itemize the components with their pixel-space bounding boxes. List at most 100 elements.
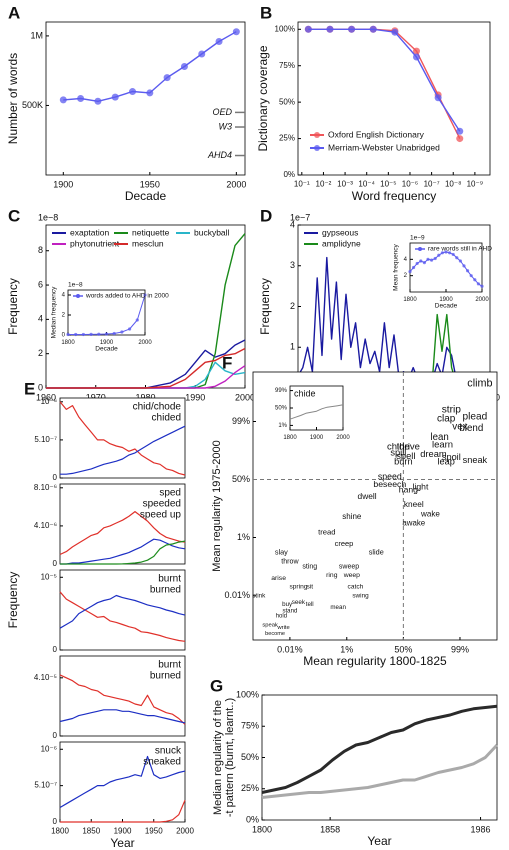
series-line <box>308 28 461 132</box>
x-tick-label: 10⁻¹ <box>294 179 310 188</box>
data-point <box>66 332 70 337</box>
word-point: become <box>265 631 285 637</box>
y-tick-label: 99% <box>232 416 250 426</box>
y-exponent: 1e−8 <box>38 212 58 222</box>
y-tick-label: 2 <box>290 301 295 311</box>
inset-exponent: 1e−8 <box>68 282 83 289</box>
legend-label: snuck <box>155 746 182 757</box>
data-point <box>104 332 109 336</box>
y-tick-label: 1% <box>237 532 250 542</box>
word-point: slide <box>369 548 384 557</box>
word-point: mean <box>330 604 346 611</box>
word-point: burn <box>394 456 412 466</box>
y-tick-label: 5.10⁻⁷ <box>34 781 57 790</box>
y-tick-label: 1 <box>290 342 295 352</box>
y-exponent: 1e−7 <box>290 212 310 222</box>
data-point <box>89 332 93 336</box>
legend-label: sneaked <box>143 757 181 768</box>
x-tick-label: 10⁻⁴ <box>358 179 375 188</box>
data-point <box>433 256 437 261</box>
y-tick-label: 0 <box>53 473 58 482</box>
word-point: weep <box>343 572 360 579</box>
word-point: swing <box>352 592 369 599</box>
x-tick-label: 2000 <box>226 179 246 189</box>
word-point: speak <box>262 622 278 628</box>
word-point: slay <box>275 548 288 557</box>
word-point: climb <box>467 377 492 389</box>
series-line <box>261 704 498 794</box>
data-point <box>415 261 419 266</box>
y-axis-title: -t pattern (burnt, learnt..) <box>224 698 236 817</box>
plot-frame <box>261 694 498 821</box>
legend-label: Oxford English Dictionary <box>328 129 425 139</box>
x-tick-label: 1950 <box>145 826 163 835</box>
data-point <box>412 265 416 270</box>
y-tick-label: 0 <box>53 731 58 740</box>
data-point <box>120 330 124 334</box>
data-point <box>422 261 426 265</box>
legend-label: gypseous <box>322 227 358 237</box>
data-point <box>408 269 412 274</box>
legend-marker <box>314 145 320 151</box>
x-tick-label: 0.01% <box>277 644 303 654</box>
y-tick-label: 50% <box>232 474 250 484</box>
panel-label: F <box>222 353 232 372</box>
word-point: sweep <box>339 564 359 571</box>
series-line <box>60 538 186 565</box>
x-tick-label: 2000 <box>336 435 350 441</box>
legend-label: burnt <box>158 574 181 585</box>
data-point <box>326 25 334 33</box>
word-point: vex <box>452 421 467 432</box>
series-line <box>59 709 186 724</box>
y-tick-label: 0 <box>38 382 43 392</box>
y-tick-label: 4 <box>290 219 295 229</box>
word-point: throw <box>281 557 299 565</box>
x-tick-label: 1800 <box>403 297 417 303</box>
y-tick-label: 0% <box>283 170 295 179</box>
word-point: awake <box>402 518 425 527</box>
y-tick-label: 50% <box>279 97 295 106</box>
data-point <box>369 25 377 33</box>
data-point <box>476 282 480 286</box>
word-point: spill <box>390 448 406 458</box>
y-tick-label: 2 <box>404 273 408 279</box>
word-point: seek <box>292 599 306 606</box>
data-point <box>462 264 466 268</box>
word-point: sit <box>306 584 313 591</box>
legend-label: mesclun <box>132 238 164 248</box>
data-point <box>112 331 116 336</box>
data-point <box>458 259 462 263</box>
data-point <box>77 95 85 102</box>
annotation: AHD4 <box>207 150 232 160</box>
data-point <box>146 89 154 97</box>
x-tick-label: 1800 <box>283 435 297 441</box>
data-point <box>440 251 444 255</box>
legend-label: speed up <box>140 510 182 521</box>
word-point: thrive <box>397 441 420 452</box>
y-tick-label: 4.10⁻⁶ <box>34 521 57 530</box>
y-tick-label: 1M <box>30 30 43 40</box>
data-point <box>444 250 448 254</box>
x-tick-label: 1900 <box>310 435 324 441</box>
word-point: blend <box>459 423 483 434</box>
y-axis-title: Frequency <box>258 278 272 335</box>
data-point <box>304 25 312 33</box>
y-tick-label: 100% <box>236 689 259 699</box>
x-axis-title: Year <box>367 834 391 848</box>
word-point: light <box>413 482 429 492</box>
x-tick-label: 2000 <box>235 392 255 402</box>
plot-frame <box>297 21 491 176</box>
word-point: beseech <box>373 479 406 489</box>
word-point: hold <box>276 614 287 620</box>
word-point: learn <box>432 439 453 450</box>
word-point: sneak <box>463 455 488 465</box>
word-point: hang <box>399 484 418 494</box>
panel-label: G <box>210 676 223 695</box>
y-tick-label: 10⁻⁶ <box>41 744 57 753</box>
word-point: spring <box>289 584 307 591</box>
data-point <box>111 93 119 101</box>
series-line <box>59 401 186 476</box>
series-line <box>59 511 186 556</box>
word-point: wake <box>420 509 440 518</box>
